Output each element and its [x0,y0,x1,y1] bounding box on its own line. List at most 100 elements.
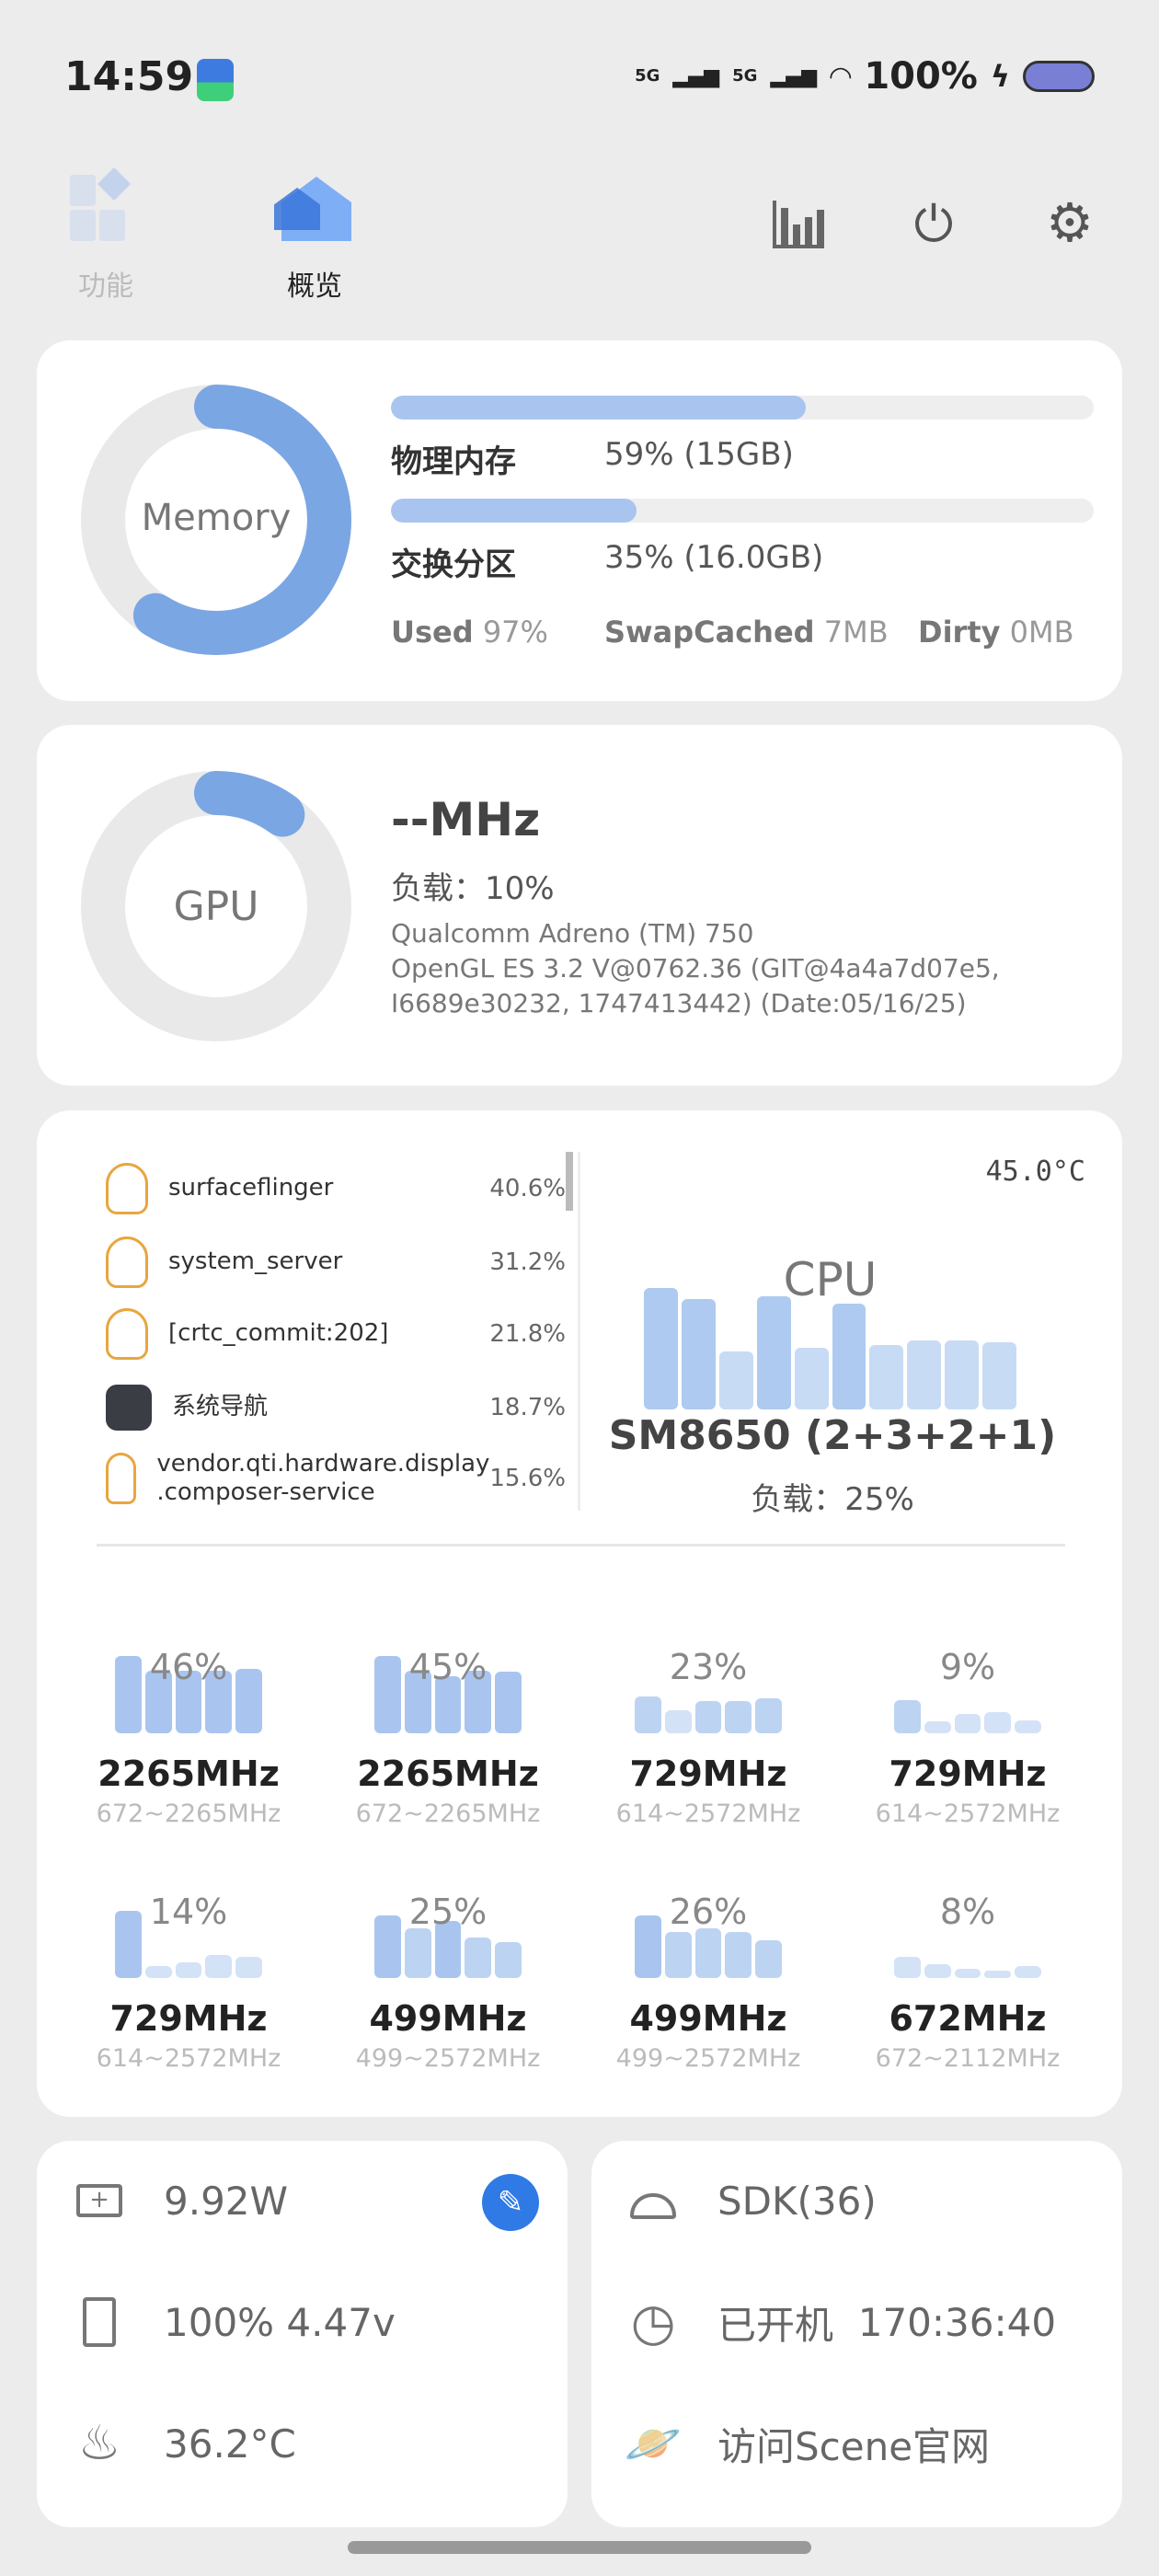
core-frequency: 672MHz [889,1998,1047,2039]
cpu-core: 14% 729MHz 614~2572MHz [69,1892,308,2073]
core-history-bar [755,1939,782,1978]
cpu-core: 45% 2265MHz 672~2265MHz [328,1647,568,1828]
battery-icon [1023,61,1095,92]
core-history-bar [115,1656,142,1733]
process-item[interactable]: vendor.qti.hardware.display .composer-se… [106,1450,566,1506]
process-item[interactable]: system_server 31.2% [106,1235,566,1290]
cpu-history-bar [832,1304,866,1409]
process-item[interactable]: [crtc_commit:202] 21.8% [106,1306,566,1362]
core-history-bar [1015,1965,1041,1978]
core-history-bar [924,1963,951,1978]
cpu-history-bar [945,1340,980,1409]
gpu-gl-version-1: OpenGL ES 3.2 V@0762.36 (GIT@4a4a7d07e5, [391,953,1000,983]
core-history-bar [954,1714,981,1733]
core-history-bars: 9% [894,1647,1041,1733]
core-history-bar [404,1670,431,1733]
core-frequency: 2265MHz [98,1754,280,1794]
core-history-bar [374,1656,401,1733]
core-frequency: 729MHz [109,1998,268,2039]
process-name: surfaceflinger [168,1174,334,1202]
cpu-soc-name: SM8650 (2+3+2+1) [608,1412,1057,1459]
core-history-bar [894,1957,921,1978]
core-history-bars: 8% [894,1892,1041,1978]
battery-charge-icon: + [72,2173,127,2228]
process-cpu-percent: 21.8% [489,1320,566,1348]
process-cpu-percent: 15.6% [489,1465,566,1492]
horizontal-divider [97,1544,1065,1547]
core-frequency-range: 614~2572MHz [875,1800,1061,1828]
charging-icon: ϟ [990,59,1010,94]
cpu-history-bar [869,1345,904,1409]
linux-penguin-icon [106,1236,148,1288]
cpu-core: 9% 729MHz 614~2572MHz [848,1647,1087,1828]
core-history-bar [465,1938,492,1978]
clock-icon: ◷ [630,2293,676,2352]
website-label: 访问Scene官网 [717,2424,991,2469]
core-frequency-range: 672~2265MHz [96,1800,281,1828]
core-history-bars: 25% [374,1892,522,1978]
core-history-bar [894,1699,921,1733]
core-history-bars: 14% [115,1892,262,1978]
battery-temperature: 36.2°C [164,2421,296,2467]
battery-icon [72,2294,127,2350]
process-cpu-percent: 40.6% [489,1175,566,1202]
linux-penguin-icon [106,1308,148,1360]
core-history-bar [374,1915,401,1978]
core-load: 8% [939,1892,996,1932]
tab-features[interactable]: 功能 [64,166,147,304]
process-item[interactable]: surfaceflinger 40.6% [106,1161,566,1216]
core-history-bar [175,1670,202,1733]
gpu-title: GPU [173,883,259,930]
core-history-bar [434,1675,462,1733]
core-history-bar [664,1709,692,1733]
core-history-bar [924,1720,951,1733]
core-history-bars: 46% [115,1647,262,1733]
system-card[interactable] [591,2141,1122,2527]
cpu-core: 25% 499MHz 499~2572MHz [328,1892,568,2073]
physical-memory-label: 物理内存 [391,443,516,480]
power-card[interactable] [37,2141,568,2527]
cpu-history-bar [794,1347,829,1409]
signal-1-icon: 5G [635,66,660,86]
gpu-load: 负载：10% [391,870,555,907]
core-history-bar [984,1712,1012,1733]
process-list-scrollbar[interactable] [566,1152,573,1211]
dirty-stat: Dirty 0MB [918,615,1074,650]
core-history-bar [1015,1719,1041,1733]
core-history-bar [115,1910,142,1978]
home-indicator[interactable] [348,2541,811,2554]
process-item[interactable]: 系统导航 18.7% [106,1380,566,1435]
power-icon[interactable]: ⏻ [913,195,954,253]
gear-icon[interactable]: ⚙ [1046,191,1094,254]
cpu-temperature: 45.0°C [985,1156,1085,1188]
core-frequency-range: 614~2572MHz [615,1800,801,1828]
core-history-bar [144,1966,172,1978]
cpu-core: 46% 2265MHz 672~2265MHz [69,1647,308,1828]
core-load: 25% [408,1892,488,1932]
pencil-icon: ✎ [497,2184,524,2221]
cpu-core: 8% 672MHz 672~2112MHz [848,1892,1087,2073]
swap-bar [391,499,1094,523]
core-frequency: 499MHz [629,1998,787,2039]
cpu-history-bar [718,1351,753,1409]
cpu-load: 负载：25% [751,1481,914,1518]
website-link[interactable]: 🪐 访问Scene官网 [625,2416,990,2472]
edit-button[interactable]: ✎ [482,2174,539,2231]
core-history-bar [495,1942,522,1978]
core-frequency-range: 614~2572MHz [96,2044,281,2073]
core-history-bar [205,1954,233,1978]
cpu-core: 26% 499MHz 499~2572MHz [589,1892,828,2073]
uptime-value: 170:36:40 [857,2300,1057,2345]
signal-2-icon: 5G [732,66,758,86]
gpu-renderer: Qualcomm Adreno (TM) 750 [391,918,754,949]
tab-overview[interactable]: 概览 [272,166,357,304]
core-history-bar [495,1671,522,1733]
used-stat: Used 97% [391,615,548,650]
bar-chart-icon[interactable] [773,201,824,248]
linux-penguin-icon [106,1453,137,1504]
core-load: 14% [149,1892,228,1932]
core-frequency-range: 499~2572MHz [615,2044,801,2073]
core-history-bar [954,1968,981,1978]
core-history-bar [635,1915,661,1978]
planet-icon: 🪐 [624,2417,683,2470]
